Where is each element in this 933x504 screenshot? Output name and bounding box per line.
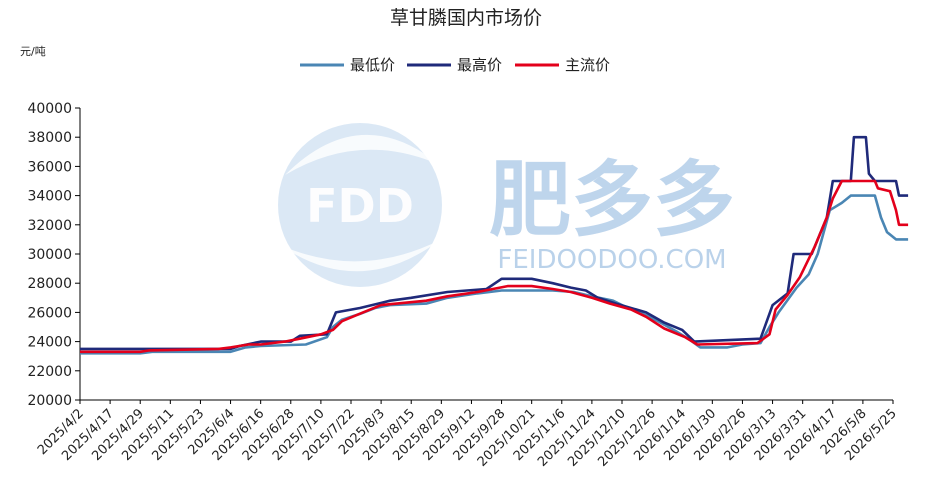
- axes: [79, 108, 893, 401]
- watermark-brand-en: FEIDOODOO.COM: [497, 245, 726, 275]
- watermark-logo-text: FDD: [306, 179, 414, 233]
- y-tick-label: 28000: [27, 276, 72, 292]
- y-tick-label: 20000: [27, 393, 72, 409]
- watermark-leaf-bottom: [280, 240, 440, 272]
- legend-label: 最低价: [350, 56, 395, 74]
- fdd-watermark: FDD 肥多多 FEIDOODOO.COM: [278, 123, 735, 287]
- legend-label: 最高价: [457, 56, 502, 74]
- watermark-brand-cn: 肥多多: [489, 153, 735, 248]
- series-line-最高价: [80, 135, 909, 351]
- x-axis-ticks: 2025/4/22025/4/172025/4/292025/5/112025/…: [35, 400, 900, 470]
- y-tick-label: 32000: [27, 218, 72, 234]
- y-tick-label: 34000: [27, 189, 72, 205]
- y-tick-label: 24000: [27, 335, 72, 351]
- y-tick-label: 40000: [27, 101, 72, 117]
- y-axis-ticks: 20000 22000 24000 26000 28000 30000 32000 34000…: [27, 101, 80, 409]
- series-lines: [80, 135, 909, 355]
- legend: 最低价 最高价 主流价: [300, 56, 610, 74]
- y-tick-label: 22000: [27, 364, 72, 380]
- y-tick-label: 36000: [27, 159, 72, 175]
- watermark-logo-circle: [278, 123, 442, 287]
- y-tick-label: 30000: [27, 247, 72, 263]
- y-tick-label: 38000: [27, 130, 72, 146]
- chart-title: 草甘膦国内市场价: [390, 7, 542, 29]
- y-axis-unit: 元/吨: [20, 45, 46, 58]
- legend-label: 主流价: [565, 56, 610, 74]
- y-tick-label: 26000: [27, 305, 72, 321]
- watermark-leaf-top: [285, 134, 440, 175]
- series-line-主流价: [80, 179, 909, 354]
